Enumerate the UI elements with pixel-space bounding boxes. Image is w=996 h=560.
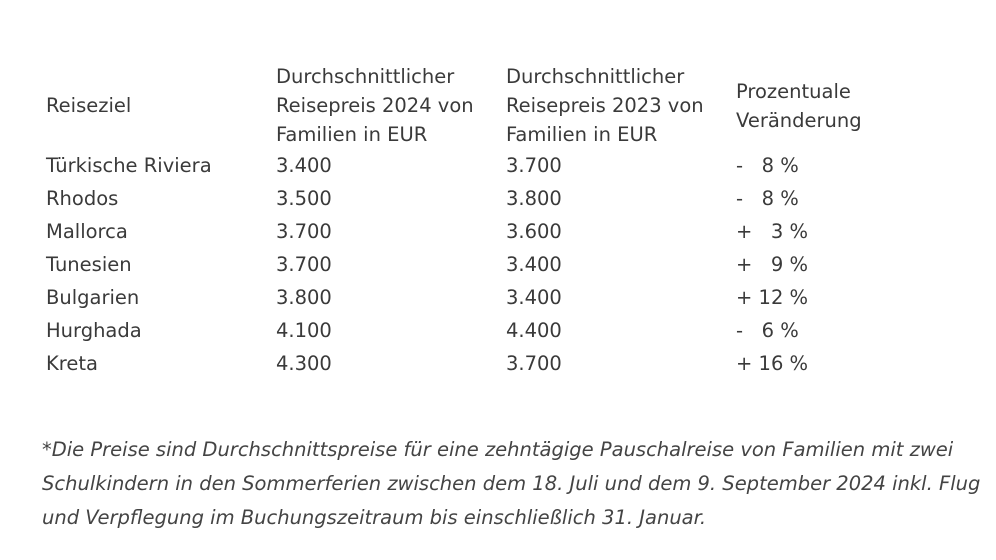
header-price-2023-line: Familien in EUR	[506, 123, 658, 146]
price-table: Reiseziel Durchschnittlicher Reisepreis …	[38, 58, 904, 380]
cell-change: - 8 %	[736, 154, 799, 177]
cell-change: + 12 %	[736, 286, 809, 309]
header-destination-label: Reiseziel	[46, 94, 132, 117]
header-price-2024-line: Reisepreis 2024 von	[276, 94, 474, 117]
table-row: Bulgarien 3.800 3.400 + 12 %	[38, 281, 904, 314]
header-change-line: Prozentuale	[736, 79, 851, 103]
header-price-2024-line: Durchschnittlicher	[276, 65, 455, 88]
cell-destination: Tunesien	[46, 253, 132, 276]
cell-price-2023: 3.800	[506, 187, 562, 210]
cell-price-2024: 3.400	[276, 154, 332, 177]
cell-price-2023: 3.400	[506, 286, 562, 309]
cell-change: + 3 %	[736, 220, 809, 243]
cell-destination: Bulgarien	[46, 286, 140, 309]
cell-price-2023: 3.700	[506, 352, 562, 375]
footnote: *Die Preise sind Durchschnittspreise für…	[42, 437, 981, 529]
header-price-2023-line: Durchschnittlicher	[506, 65, 685, 88]
header-price-2024-line: Familien in EUR	[276, 123, 428, 146]
cell-price-2024: 4.100	[276, 319, 332, 342]
price-table-container: Reiseziel Durchschnittlicher Reisepreis …	[38, 58, 904, 380]
cell-price-2024: 3.700	[276, 253, 332, 276]
header-row: Reiseziel Durchschnittlicher Reisepreis …	[38, 58, 904, 149]
cell-destination: Türkische Riviera	[46, 154, 212, 177]
table-header: Reiseziel Durchschnittlicher Reisepreis …	[38, 58, 904, 149]
header-price-2023: Durchschnittlicher Reisepreis 2023 von F…	[498, 58, 728, 149]
cell-destination: Rhodos	[46, 187, 119, 210]
table-row: Kreta 4.300 3.700 + 16 %	[38, 347, 904, 380]
header-change-line: Veränderung	[736, 108, 862, 132]
header-price-2024: Durchschnittlicher Reisepreis 2024 von F…	[268, 58, 498, 149]
cell-price-2023: 4.400	[506, 319, 562, 342]
cell-price-2023: 3.400	[506, 253, 562, 276]
table-row: Mallorca 3.700 3.600 + 3 %	[38, 215, 904, 248]
cell-price-2024: 4.300	[276, 352, 332, 375]
table-body: Türkische Riviera 3.400 3.700 - 8 % Rhod…	[38, 149, 904, 380]
cell-price-2023: 3.600	[506, 220, 562, 243]
table-row: Rhodos 3.500 3.800 - 8 %	[38, 182, 904, 215]
cell-price-2024: 3.800	[276, 286, 332, 309]
cell-change: - 8 %	[736, 187, 799, 210]
cell-destination: Mallorca	[46, 220, 128, 243]
table-row: Türkische Riviera 3.400 3.700 - 8 %	[38, 149, 904, 182]
cell-destination: Kreta	[46, 352, 98, 375]
header-change: Prozentuale Veränderung	[728, 58, 904, 149]
table-row: Hurghada 4.100 4.400 - 6 %	[38, 314, 904, 347]
cell-change: + 16 %	[736, 352, 809, 375]
cell-change: - 6 %	[736, 319, 799, 342]
header-price-2023-line: Reisepreis 2023 von	[506, 94, 704, 117]
table-row: Tunesien 3.700 3.400 + 9 %	[38, 248, 904, 281]
cell-price-2023: 3.700	[506, 154, 562, 177]
cell-change: + 9 %	[736, 253, 809, 276]
cell-destination: Hurghada	[46, 319, 142, 342]
cell-price-2024: 3.700	[276, 220, 332, 243]
cell-price-2024: 3.500	[276, 187, 332, 210]
header-destination: Reiseziel	[38, 58, 268, 149]
